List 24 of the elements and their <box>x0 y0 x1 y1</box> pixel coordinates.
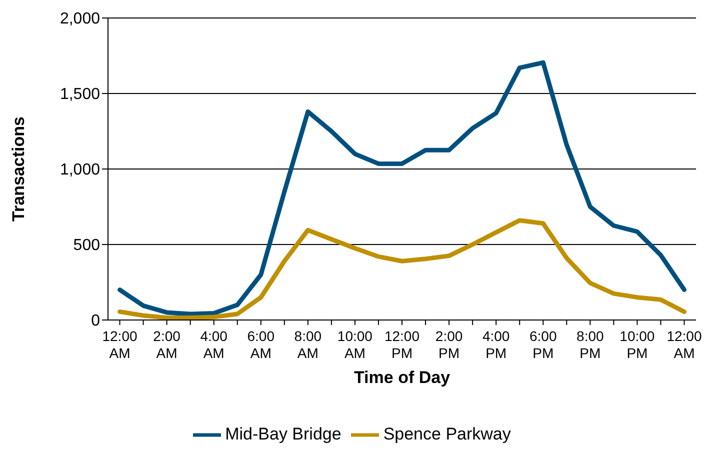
y-tick-label: 500 <box>73 237 100 254</box>
y-tick-label: 1,000 <box>60 162 100 179</box>
x-tick-label: 10:00 PM <box>620 328 655 361</box>
x-tick-label: 12:00 PM <box>384 328 420 361</box>
x-tick-label: 2:00 PM <box>435 328 463 361</box>
x-tick-label: 12:00 AM <box>102 328 138 361</box>
line-series <box>118 60 686 316</box>
x-tick-label: 12:00 AM <box>666 328 702 361</box>
x-tick-label: 6:00 AM <box>247 328 275 361</box>
line-series <box>118 218 686 320</box>
y-tick-label: 0 <box>91 312 100 330</box>
legend-label: Mid-Bay Bridge <box>225 424 342 444</box>
x-tick-label: 8:00 AM <box>294 328 322 361</box>
x-axis-title: Time of Day <box>354 368 451 387</box>
x-tick-label: 10:00 AM <box>337 328 373 361</box>
legend-label: Spence Parkway <box>383 424 511 444</box>
x-tick-label: 8:00 PM <box>576 328 604 361</box>
x-tick-label: 2:00 AM <box>153 328 181 361</box>
y-tick-label: 2,000 <box>60 10 100 28</box>
y-tick-label: 1,500 <box>60 86 100 104</box>
x-tick-label: 6:00 PM <box>529 328 557 361</box>
x-tick-label: 4:00 AM <box>200 328 228 361</box>
x-tick-label: 4:00 PM <box>482 328 510 361</box>
y-axis-title: Transactions <box>9 116 28 222</box>
